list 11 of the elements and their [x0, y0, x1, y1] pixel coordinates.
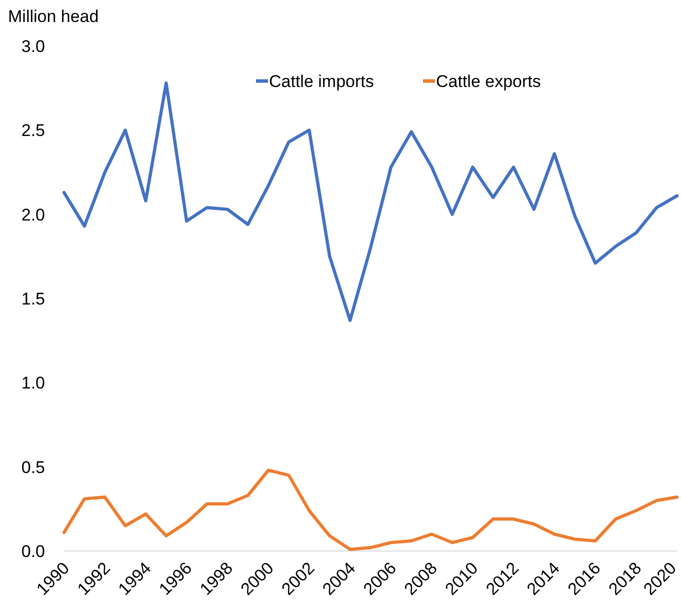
y-tick-label: 1.0 — [21, 374, 45, 393]
y-tick-label: 2.5 — [21, 121, 45, 140]
line-series — [62, 468, 679, 551]
y-tick-label: 3.0 — [21, 36, 45, 56]
y-tick-label: 1.5 — [21, 289, 45, 308]
y-tick-label: 0.0 — [21, 542, 45, 561]
legend-label: Cattle exports — [436, 72, 541, 91]
y-tick-label: 2.0 — [21, 205, 45, 224]
legend-label: Cattle imports — [269, 72, 374, 91]
y-axis-title: Million head — [8, 7, 99, 26]
y-tick-label: 0.5 — [21, 458, 45, 477]
